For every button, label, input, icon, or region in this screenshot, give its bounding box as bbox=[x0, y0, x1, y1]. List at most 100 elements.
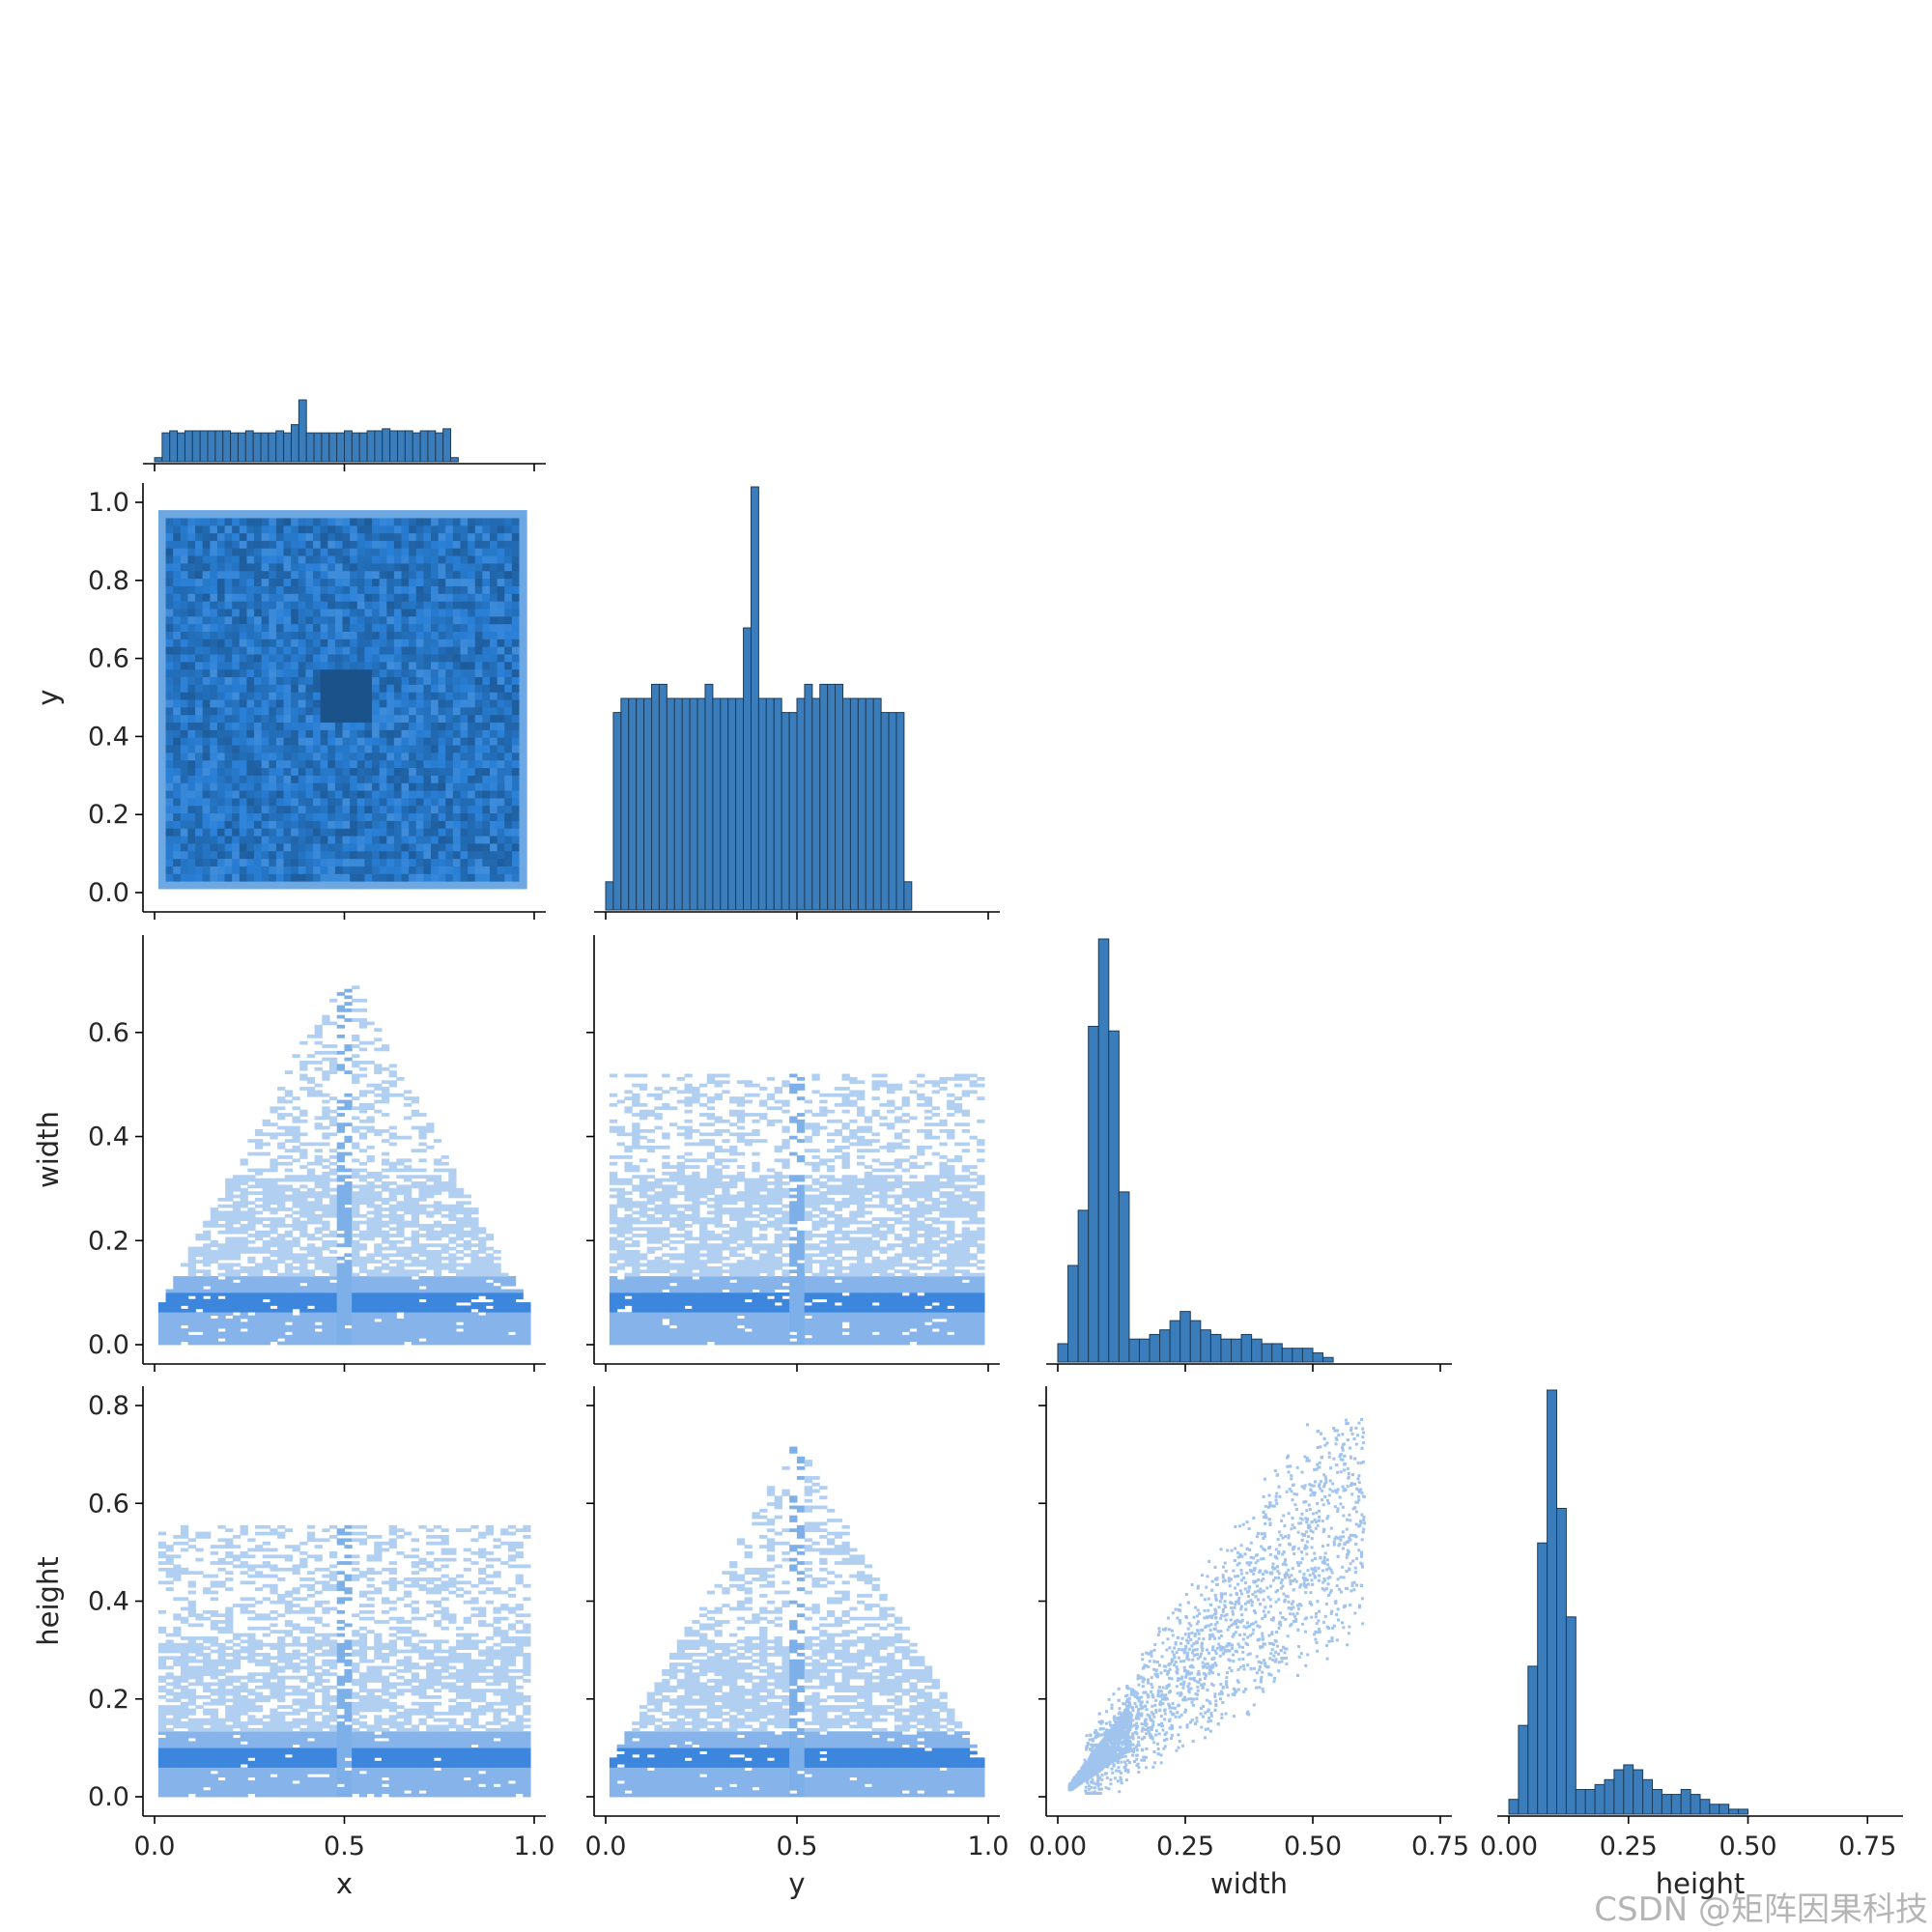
density-cell bbox=[344, 1151, 353, 1156]
density-cell bbox=[381, 1321, 390, 1326]
density-cell bbox=[180, 1295, 189, 1300]
density-cell bbox=[187, 836, 196, 844]
density-cell bbox=[344, 1106, 353, 1111]
density-cell bbox=[344, 1227, 353, 1232]
density-cell bbox=[448, 1302, 457, 1306]
density-cell bbox=[411, 1305, 420, 1310]
density-cell bbox=[445, 639, 454, 647]
density-cell bbox=[460, 555, 469, 564]
density-cell bbox=[485, 1312, 495, 1316]
density-cell bbox=[411, 1256, 420, 1261]
density-cell bbox=[379, 570, 387, 580]
density-cell bbox=[275, 752, 285, 761]
density-cell bbox=[388, 1276, 397, 1280]
density-cell bbox=[284, 1265, 294, 1270]
density-cell bbox=[336, 1145, 345, 1150]
density-cell bbox=[445, 752, 454, 761]
density-cell bbox=[327, 661, 336, 670]
density-cell bbox=[372, 737, 381, 746]
density-cell bbox=[298, 578, 306, 586]
density-cell bbox=[460, 615, 469, 625]
density-cell bbox=[445, 842, 454, 852]
density-cell bbox=[254, 601, 263, 610]
density-cell bbox=[277, 1272, 286, 1277]
density-cell bbox=[195, 790, 204, 799]
density-cell bbox=[247, 1265, 256, 1270]
density-cell bbox=[322, 1324, 330, 1329]
density-cell bbox=[352, 1328, 360, 1332]
density-cell bbox=[225, 1286, 234, 1290]
density-cell bbox=[292, 1260, 300, 1264]
density-cell bbox=[426, 1204, 435, 1208]
density-cell bbox=[515, 1338, 524, 1343]
density-cell bbox=[401, 752, 410, 761]
density-cell bbox=[393, 668, 403, 678]
density-cell bbox=[364, 850, 373, 860]
density-cell bbox=[482, 532, 491, 541]
density-cell bbox=[322, 1044, 330, 1048]
density-cell bbox=[210, 639, 218, 647]
density-cell bbox=[388, 1187, 397, 1192]
density-cell bbox=[381, 1302, 390, 1306]
density-cell bbox=[478, 1272, 487, 1277]
density-cell bbox=[202, 532, 211, 541]
density-cell bbox=[165, 812, 174, 821]
density-cell bbox=[224, 759, 233, 769]
density-cell bbox=[187, 578, 196, 586]
density-cell bbox=[519, 593, 527, 602]
density-cell bbox=[386, 767, 395, 776]
density-cell bbox=[474, 873, 483, 882]
density-cell bbox=[322, 1165, 330, 1169]
density-cell bbox=[246, 699, 255, 708]
density-cell bbox=[254, 1168, 264, 1173]
density-cell bbox=[246, 805, 255, 814]
hist-bar bbox=[842, 697, 851, 911]
density-cell bbox=[305, 699, 314, 708]
density-cell bbox=[401, 782, 410, 791]
density-cell bbox=[239, 790, 247, 799]
density-cell bbox=[165, 1318, 174, 1322]
density-cell bbox=[306, 1208, 316, 1211]
density-cell bbox=[632, 1175, 640, 1179]
density-cell bbox=[277, 1341, 286, 1346]
density-cell bbox=[452, 631, 462, 639]
density-cell bbox=[386, 532, 395, 541]
density-cell bbox=[187, 1289, 196, 1293]
density-cell bbox=[490, 782, 498, 791]
density-cell bbox=[393, 532, 403, 541]
density-cell bbox=[632, 1234, 640, 1237]
density-cell bbox=[225, 1338, 234, 1343]
density-cell bbox=[254, 866, 263, 874]
density-cell bbox=[157, 782, 167, 791]
density-cell bbox=[358, 1312, 368, 1316]
density-cell bbox=[299, 1213, 308, 1218]
density-cell bbox=[180, 692, 188, 700]
density-cell bbox=[344, 1070, 353, 1074]
density-cell bbox=[314, 1028, 323, 1033]
density-cell bbox=[418, 1315, 427, 1320]
density-cell bbox=[240, 1312, 248, 1316]
density-cell bbox=[292, 1324, 300, 1329]
density-cell bbox=[275, 570, 285, 580]
density-cell bbox=[404, 1201, 412, 1206]
density-cell bbox=[411, 1269, 420, 1274]
density-cell bbox=[511, 714, 521, 724]
density-cell bbox=[639, 1295, 648, 1300]
density-cell bbox=[374, 1298, 383, 1303]
density-cell bbox=[261, 684, 270, 693]
density-cell bbox=[210, 1324, 219, 1329]
density-cell bbox=[482, 555, 491, 564]
density-cell bbox=[468, 759, 476, 769]
density-cell bbox=[203, 1331, 212, 1336]
density-cell bbox=[396, 1305, 405, 1310]
density-cell bbox=[364, 578, 373, 586]
density-cell bbox=[352, 1204, 360, 1208]
density-cell bbox=[195, 752, 204, 761]
density-cell bbox=[386, 828, 395, 837]
density-cell bbox=[261, 858, 270, 867]
density-cell bbox=[372, 752, 381, 761]
density-cell bbox=[157, 752, 167, 761]
density-cell bbox=[463, 1328, 471, 1332]
density-cell bbox=[298, 593, 306, 602]
density-cell bbox=[624, 1298, 633, 1303]
